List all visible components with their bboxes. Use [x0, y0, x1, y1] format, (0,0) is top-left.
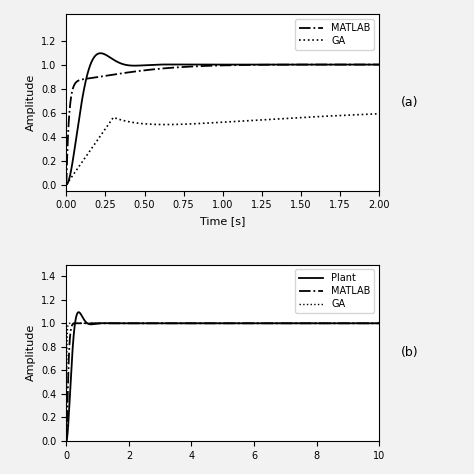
Y-axis label: Amplitude: Amplitude [26, 74, 36, 131]
GA [195, 320, 201, 326]
Plant [376, 320, 382, 326]
GA [64, 182, 69, 187]
MATLAB [291, 62, 296, 67]
Plant [367, 320, 373, 326]
Plant [76, 310, 82, 315]
Plant [198, 320, 203, 326]
GA [367, 111, 373, 117]
GA [351, 112, 357, 118]
Line: GA: GA [66, 114, 379, 184]
Line: GA: GA [66, 323, 379, 441]
Legend: Plant, MATLAB, GA: Plant, MATLAB, GA [295, 269, 374, 313]
Plant [64, 438, 69, 444]
MATLAB [376, 320, 382, 326]
GA [212, 120, 218, 126]
MATLAB [212, 63, 218, 68]
GA [291, 320, 297, 326]
MATLAB [367, 320, 373, 326]
MATLAB [351, 62, 357, 67]
MATLAB [346, 62, 351, 67]
GA [376, 320, 382, 326]
MATLAB [195, 64, 201, 69]
GA [212, 320, 218, 326]
Line: Plant: Plant [66, 312, 379, 441]
Plant [291, 320, 297, 326]
MATLAB [351, 320, 357, 326]
MATLAB [64, 182, 69, 187]
GA [351, 320, 357, 326]
Text: (a): (a) [401, 96, 419, 109]
Plant [212, 320, 218, 326]
MATLAB [367, 62, 373, 67]
MATLAB [64, 438, 69, 444]
GA [291, 115, 296, 121]
MATLAB [198, 63, 203, 69]
X-axis label: Time [s]: Time [s] [200, 216, 246, 226]
MATLAB [195, 320, 201, 326]
GA [198, 120, 203, 126]
GA [64, 438, 69, 444]
Legend: MATLAB, GA: MATLAB, GA [295, 19, 374, 50]
Line: MATLAB: MATLAB [66, 64, 379, 184]
GA [78, 320, 84, 326]
Line: MATLAB: MATLAB [66, 323, 379, 441]
MATLAB [74, 320, 80, 326]
MATLAB [198, 320, 203, 326]
Text: (b): (b) [401, 346, 419, 359]
GA [198, 320, 203, 326]
MATLAB [291, 320, 297, 326]
Plant [351, 320, 357, 326]
GA [376, 111, 382, 117]
MATLAB [376, 62, 382, 67]
Plant [195, 320, 201, 326]
GA [195, 121, 201, 127]
MATLAB [212, 320, 218, 326]
Y-axis label: Amplitude: Amplitude [26, 324, 36, 381]
GA [367, 320, 373, 326]
